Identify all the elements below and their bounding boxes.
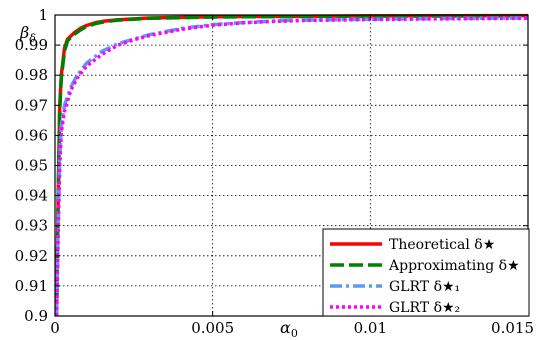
x-tick-label: 0.01 <box>354 319 387 337</box>
legend-entries: Theoretical δ★ Approximating δ★ GLRT δ★₁ GL… <box>330 237 520 316</box>
x-tick-label: 0.005 <box>191 319 234 337</box>
y-tick-label: 0.9 <box>24 307 48 325</box>
legend: Theoretical δ★ Approximating δ★ GLRT δ★₁ GL… <box>322 228 530 317</box>
legend-label-2: Approximating δ★ <box>388 258 520 274</box>
series-line-2 <box>54 14 529 317</box>
series-layer <box>54 13 529 317</box>
y-tick-label: 0.97 <box>15 96 48 114</box>
y-tick-label: 1 <box>38 6 48 24</box>
y-tick-label: 0.92 <box>15 247 48 265</box>
legend-label-4: GLRT δ★₂ <box>389 300 460 316</box>
y-tick-label: 0.94 <box>15 187 48 205</box>
grid-layer <box>55 15 528 316</box>
x-axis-label-main: α <box>280 318 291 337</box>
y-tick-label: 0.93 <box>15 217 48 235</box>
x-axis-label: α0 <box>280 318 298 340</box>
x-tick-label: 0 <box>50 319 60 337</box>
x-tick-label: 0.015 <box>491 319 534 337</box>
y-tick-label: 0.96 <box>15 126 48 144</box>
tick-layer: 0.9 0.91 0.92 0.93 0.94 0.95 0.96 0.97 0.98 0.99 1… <box>15 6 534 337</box>
x-axis-label-sub: 0 <box>291 327 298 340</box>
y-axis-label-sub: δ <box>29 32 36 45</box>
y-tick-label: 0.95 <box>15 157 48 175</box>
y-tick-label: 0.99 <box>15 36 48 54</box>
legend-label-3: GLRT δ★₁ <box>389 279 460 295</box>
y-axis-label-main: β <box>19 23 29 42</box>
series-line-4 <box>54 16 529 317</box>
y-tick-label: 0.91 <box>15 277 48 295</box>
legend-label-1: Theoretical δ★ <box>389 237 495 253</box>
y-tick-label: 0.98 <box>15 66 48 84</box>
y-axis-label: βδ <box>19 23 36 45</box>
